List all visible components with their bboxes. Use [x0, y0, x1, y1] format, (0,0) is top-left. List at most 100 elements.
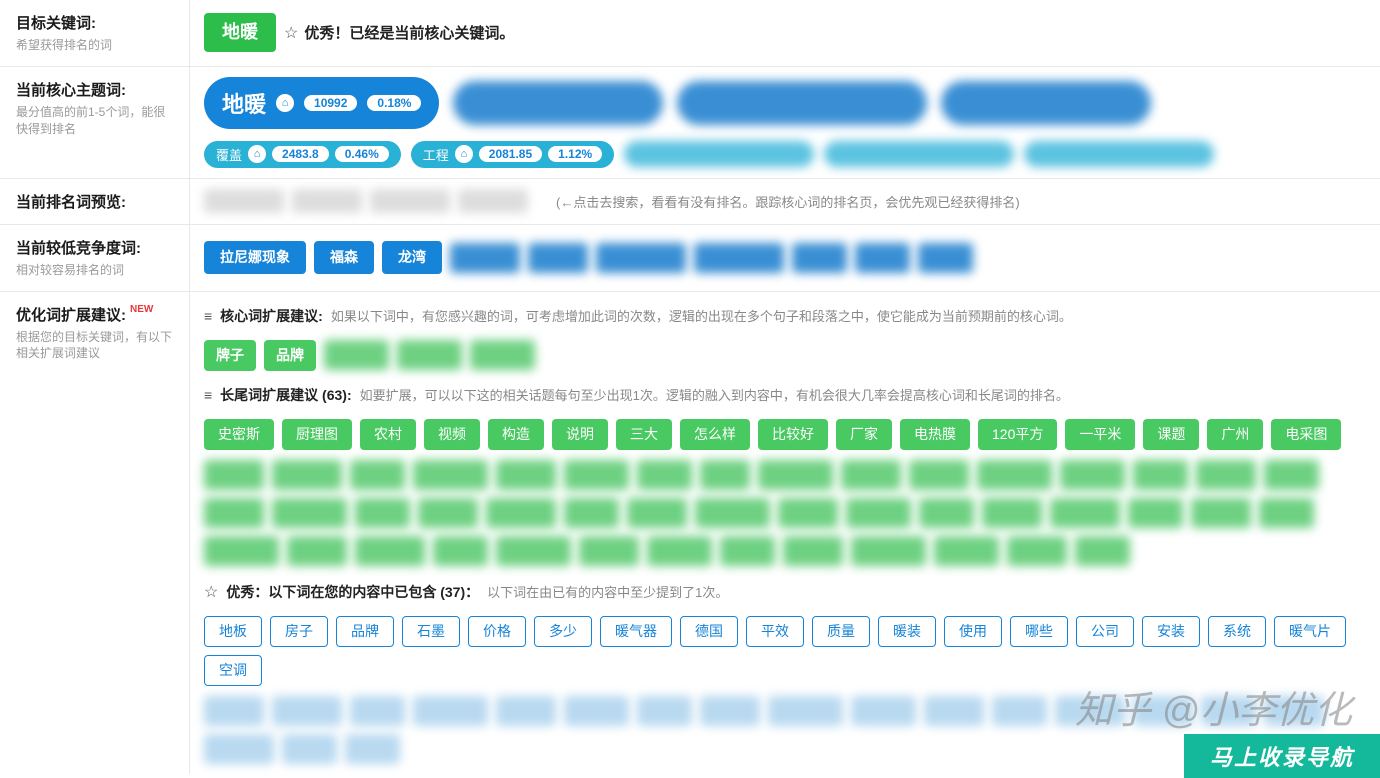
blurred-tag: [1196, 460, 1256, 490]
blurred-tag: [355, 498, 410, 528]
blurred-tag: [450, 243, 520, 273]
keyword-tag[interactable]: 品牌: [336, 616, 394, 647]
row-core-topic: 当前核心主题词: 最分值高的前1-5个词，能很快得到排名 地暖 ⌂ 10992 …: [0, 67, 1380, 179]
label-expansion: 优化词扩展建议:NEW 根据您的目标关键词，有以下相关扩展词建议: [0, 292, 190, 774]
blurred-tag: [855, 243, 910, 273]
keyword-tag[interactable]: 三大: [616, 419, 672, 450]
keyword-tag[interactable]: 空调: [204, 655, 262, 686]
blurred-tag: [720, 536, 775, 566]
title: 优化词扩展建议:NEW: [16, 304, 173, 325]
keyword-tag[interactable]: 品牌: [264, 340, 316, 371]
content-ranking-preview: (←点击去搜索，看看有没有排名。跟踪核心词的排名页，会优先观已经获得排名): [190, 179, 1380, 224]
row-low-competition: 当前较低竞争度词: 相对较容易排名的词 拉尼娜现象 福森 龙湾: [0, 225, 1380, 292]
blurred-tag: [1259, 498, 1314, 528]
keyword-tag[interactable]: 质量: [812, 616, 870, 647]
keyword-tag[interactable]: 构造: [488, 419, 544, 450]
keyword-tag[interactable]: 拉尼娜现象: [204, 241, 306, 274]
keyword-tag[interactable]: 系统: [1208, 616, 1266, 647]
section-desc: 如果以下词中，有您感兴趣的词，可考虑增加此词的次数，逻辑的出现在多个句子和段落之…: [331, 306, 1072, 325]
keyword-tag[interactable]: 120平方: [978, 419, 1057, 450]
core-topic-main-pill[interactable]: 地暖 ⌂ 10992 0.18%: [204, 77, 439, 129]
keyword-tag[interactable]: 房子: [270, 616, 328, 647]
blurred-tag: [792, 243, 847, 273]
keyword-tag[interactable]: 课题: [1143, 419, 1199, 450]
blurred-tag: [627, 498, 687, 528]
blurred-tag: [470, 340, 535, 370]
section-title: 核心词扩展建议:: [220, 306, 323, 326]
blurred-tag: [596, 243, 686, 273]
content-low-competition: 拉尼娜现象 福森 龙湾: [190, 225, 1380, 291]
blurred-tag: [1201, 696, 1256, 726]
blurred-tag: [496, 460, 556, 490]
keyword-tag[interactable]: 农村: [360, 419, 416, 450]
keyword-tag[interactable]: 视频: [424, 419, 480, 450]
keyword-tag[interactable]: 暖装: [878, 616, 936, 647]
blurred-tag: [1264, 696, 1324, 726]
blurred-tag: [1007, 536, 1067, 566]
blurred-tag: [1133, 460, 1188, 490]
keyword-tag[interactable]: 多少: [534, 616, 592, 647]
blurred-tag: [324, 340, 389, 370]
blurred-pill: [453, 81, 663, 125]
new-badge: NEW: [130, 304, 153, 315]
keyword-tag[interactable]: 史密斯: [204, 419, 274, 450]
keyword-tag[interactable]: 说明: [552, 419, 608, 450]
keyword-tag[interactable]: 价格: [468, 616, 526, 647]
pill-stat2: 0.46%: [335, 146, 389, 162]
blurred-pill: [941, 81, 1151, 125]
keyword-tag[interactable]: 安装: [1142, 616, 1200, 647]
keyword-tag[interactable]: 公司: [1076, 616, 1134, 647]
section-title: 优秀：以下词在您的内容中已包含 (37)：: [226, 582, 479, 602]
blurred-tag: [1075, 536, 1130, 566]
blurred-tag: [694, 243, 784, 273]
keyword-tag[interactable]: 福森: [314, 241, 374, 274]
blurred-tag: [486, 498, 556, 528]
blurred-item: [458, 189, 528, 213]
blurred-tag: [695, 498, 770, 528]
blurred-tag: [977, 460, 1052, 490]
keyword-tag[interactable]: 龙湾: [382, 241, 442, 274]
blurred-tag: [758, 460, 833, 490]
keyword-tag[interactable]: 一平米: [1065, 419, 1135, 450]
footer-banner: 马上收录导航: [1184, 734, 1380, 778]
blurred-pill: [677, 81, 927, 125]
title: 当前核心主题词:: [16, 79, 173, 100]
keyword-tag[interactable]: 比较好: [758, 419, 828, 450]
keyword-tag[interactable]: 地板: [204, 616, 262, 647]
blurred-tag: [272, 498, 347, 528]
keyword-tag[interactable]: 暖气片: [1274, 616, 1346, 647]
row-target-keyword: 目标关键词: 希望获得排名的词 地暖 ☆ 优秀！已经是当前核心关键词。: [0, 0, 1380, 67]
keyword-tag[interactable]: 德国: [680, 616, 738, 647]
keyword-tag[interactable]: 牌子: [204, 340, 256, 371]
blurred-tag: [413, 696, 488, 726]
keyword-tag[interactable]: 广州: [1207, 419, 1263, 450]
blurred-tag: [564, 696, 629, 726]
blurred-tag: [1055, 696, 1125, 726]
target-keyword-tag[interactable]: 地暖: [204, 13, 276, 52]
blurred-tag: [413, 460, 488, 490]
blurred-tag: [924, 696, 984, 726]
pill-label: 工程: [423, 145, 449, 164]
content-core-topic: 地暖 ⌂ 10992 0.18% 覆盖 ⌂ 2483.8 0.46% 工程: [190, 67, 1380, 178]
keyword-tag[interactable]: 电热膜: [900, 419, 970, 450]
cyan-stat-pill[interactable]: 覆盖 ⌂ 2483.8 0.46%: [204, 141, 401, 168]
star-icon: ☆: [204, 582, 218, 602]
keyword-tag[interactable]: 厨理图: [282, 419, 352, 450]
keyword-tag[interactable]: 哪些: [1010, 616, 1068, 647]
cyan-stat-pill[interactable]: 工程 ⌂ 2081.85 1.12%: [411, 141, 614, 168]
keyword-tag[interactable]: 怎么样: [680, 419, 750, 450]
blurred-item: [370, 189, 450, 213]
blurred-tag: [496, 696, 556, 726]
pill-label: 覆盖: [216, 145, 242, 164]
section-desc: 如要扩展，可以以下这的相关话题每句至少出现1次。逻辑的融入到内容中，有机会很大几…: [360, 385, 1069, 404]
keyword-tag[interactable]: 使用: [944, 616, 1002, 647]
blurred-tag: [204, 696, 264, 726]
keyword-tag[interactable]: 平效: [746, 616, 804, 647]
keyword-tag[interactable]: 电采图: [1271, 419, 1341, 450]
home-icon: ⌂: [248, 145, 266, 163]
keyword-tag[interactable]: 厂家: [836, 419, 892, 450]
keyword-tag[interactable]: 暖气器: [600, 616, 672, 647]
blurred-tag: [934, 536, 999, 566]
keyword-tag[interactable]: 石墨: [402, 616, 460, 647]
pill-stat2: 1.12%: [548, 146, 602, 162]
